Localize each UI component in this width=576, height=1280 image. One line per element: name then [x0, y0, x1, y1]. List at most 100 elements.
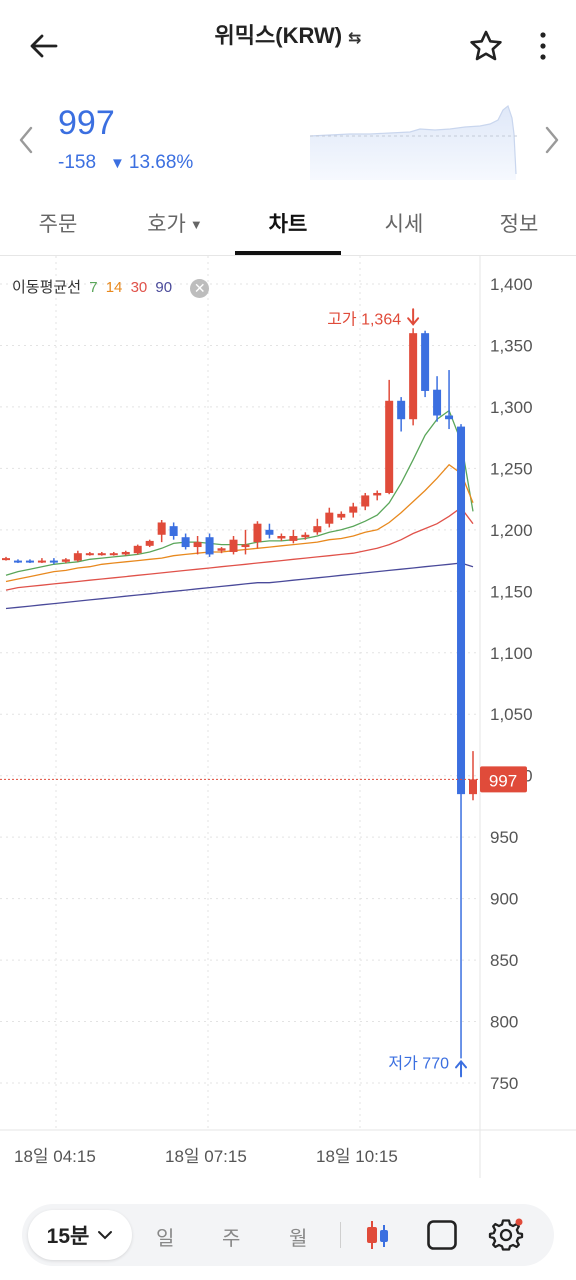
close-icon[interactable]: ✕	[190, 278, 210, 298]
prev-coin-button[interactable]	[12, 124, 40, 156]
timeframe-week[interactable]: 주	[222, 1228, 241, 1250]
candle-body	[109, 553, 118, 556]
candle-body	[205, 537, 214, 555]
x-tick-label: 18일 07:15	[165, 1147, 247, 1166]
timeframe-dropdown[interactable]: 15분	[28, 1210, 132, 1260]
y-tick-label: 1,150	[490, 582, 533, 601]
ma-period-90: 90	[155, 279, 173, 296]
chevron-left-icon	[19, 126, 33, 154]
ma-period-7: 7	[89, 279, 98, 296]
y-tick-label: 1,400	[490, 275, 533, 294]
candle-body	[181, 537, 190, 548]
candle-body	[133, 545, 142, 554]
timeframe-month[interactable]: 월	[289, 1228, 308, 1250]
candle-body	[2, 558, 10, 561]
chart-toolbar: 15분 일 주 월	[22, 1204, 554, 1266]
y-tick-label: 950	[490, 828, 518, 847]
y-tick-label: 1,100	[490, 644, 533, 663]
chevron-down-icon	[97, 1227, 113, 1243]
arrow-down-icon	[407, 308, 420, 326]
timeframe-day[interactable]: 일	[156, 1228, 175, 1250]
tab-orderbook[interactable]: 호가 ▼	[140, 208, 210, 238]
y-tick-label: 900	[490, 890, 518, 909]
vertical-dots-icon	[540, 32, 546, 60]
candle-body	[121, 551, 130, 555]
app-header: 위믹스(KRW) ⇆	[0, 0, 576, 90]
current-price-badge	[480, 766, 527, 793]
candle-body	[229, 539, 238, 552]
candle-body	[49, 560, 58, 563]
arrow-left-icon	[30, 34, 58, 58]
candle-body	[313, 526, 322, 533]
y-tick-label: 1,350	[490, 336, 533, 355]
candle-body	[373, 492, 382, 496]
y-tick-label: 1,300	[490, 398, 533, 417]
y-tick-label: 1,250	[490, 459, 533, 478]
candle-body	[421, 333, 430, 391]
candle-body	[397, 400, 406, 420]
next-coin-button[interactable]	[538, 124, 566, 156]
page-title[interactable]: 위믹스(KRW) ⇆	[0, 18, 576, 50]
active-tab-indicator	[235, 251, 341, 255]
gear-icon	[488, 1218, 524, 1251]
drawing-tool-button[interactable]	[424, 1217, 460, 1253]
ma-line-90	[5, 562, 474, 610]
candlestick-chart[interactable]: 1,400 1,350 1,300 1,250 1,200 1,150 1,100 1,050…	[0, 256, 576, 1178]
ma-legend-label: 이동평균선	[12, 279, 82, 296]
tab-bar: 주문 호가 ▼ 차트 시세 정보	[0, 196, 576, 256]
candle-body	[409, 333, 418, 420]
y-tick-label: 1,050	[490, 705, 533, 724]
caret-down-icon: ▼	[189, 217, 203, 232]
candle-body	[145, 540, 154, 546]
coin-title: 위믹스(KRW)	[214, 23, 343, 48]
chevron-right-icon	[545, 126, 559, 154]
candle-body	[193, 542, 202, 548]
candle-body	[289, 535, 298, 541]
y-tick-label: 750	[490, 1074, 518, 1093]
favorite-button[interactable]	[466, 24, 506, 68]
y-tick-label: 1,200	[490, 521, 533, 540]
chart-settings-button[interactable]	[488, 1217, 524, 1253]
high-price-label: 고가 1,364	[327, 310, 401, 328]
back-button[interactable]	[22, 24, 66, 68]
current-price: 997	[58, 104, 115, 142]
arrow-up-icon	[455, 1059, 468, 1078]
star-icon	[470, 30, 502, 61]
change-amount: -158	[58, 152, 97, 173]
ma-line-30	[5, 506, 474, 591]
candle-body	[445, 415, 454, 420]
down-triangle-icon: ▼	[110, 155, 125, 172]
y-tick-label: 850	[490, 951, 518, 970]
toolbar-divider	[340, 1222, 341, 1248]
candle-body	[433, 389, 442, 416]
candle-body	[169, 526, 178, 536]
candle-body	[85, 553, 94, 556]
timeframe-value: 15분	[46, 1225, 90, 1248]
tab-market[interactable]: 시세	[384, 213, 424, 236]
candle-body	[37, 560, 46, 563]
change-percent: 13.68%	[128, 152, 194, 173]
tab-chart[interactable]: 차트	[268, 213, 308, 236]
ma-line-14	[5, 463, 474, 583]
tab-order[interactable]: 주문	[38, 213, 78, 236]
x-tick-label: 18일 10:15	[316, 1147, 398, 1166]
price-change: -158 ▼ 13.68%	[58, 152, 193, 174]
candle-body	[301, 534, 310, 538]
sparkline-chart	[310, 104, 520, 180]
moving-average-legend: 이동평균선 7 14 30 90 ✕	[12, 276, 213, 298]
more-options-button[interactable]	[528, 24, 558, 68]
candle-body	[265, 529, 274, 535]
swap-arrows-icon[interactable]: ⇆	[348, 30, 362, 47]
chart-type-button[interactable]	[360, 1217, 396, 1253]
candle-body	[61, 559, 70, 562]
price-summary: 997 -158 ▼ 13.68%	[0, 96, 576, 186]
tab-info[interactable]: 정보	[499, 213, 539, 236]
ma-line-7	[5, 409, 474, 576]
candle-body	[25, 560, 34, 563]
candle-body	[349, 506, 358, 513]
candle-body	[217, 548, 226, 551]
candle-body	[241, 544, 250, 548]
candle-body	[157, 522, 166, 535]
candle-body	[73, 553, 82, 561]
tab-orderbook-label: 호가	[147, 213, 186, 236]
